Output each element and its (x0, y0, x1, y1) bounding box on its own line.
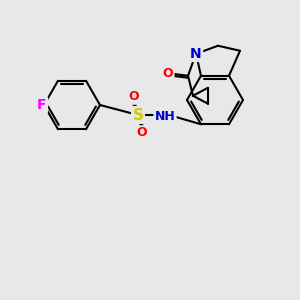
Text: S: S (133, 107, 143, 122)
Text: O: O (163, 67, 173, 80)
Text: NH: NH (154, 110, 176, 122)
Text: O: O (137, 127, 147, 140)
Text: F: F (37, 98, 47, 112)
Text: O: O (129, 91, 139, 103)
Text: N: N (190, 47, 202, 61)
